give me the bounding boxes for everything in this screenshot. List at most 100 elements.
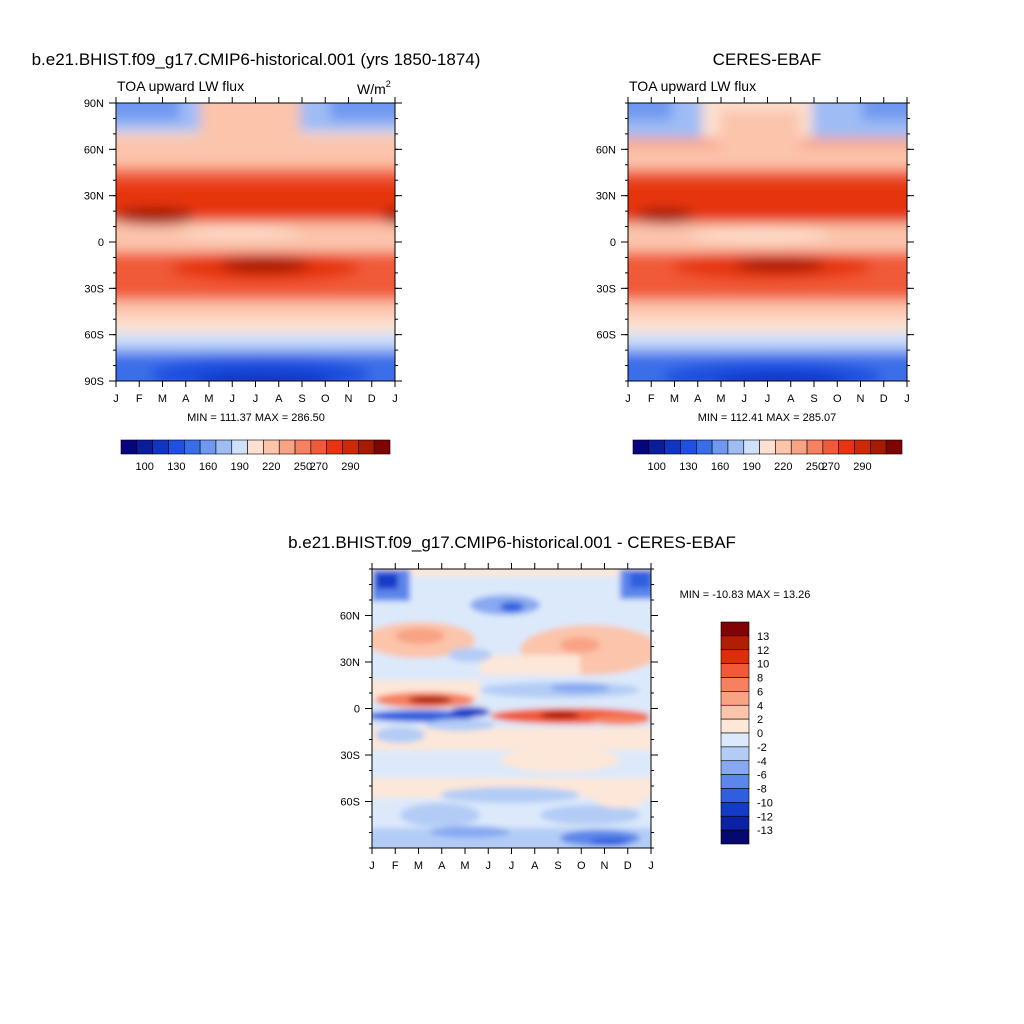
colorbar-swatch: [695, 439, 713, 455]
x-tick-label: D: [624, 860, 632, 872]
y-tick-label: 60S: [340, 797, 360, 809]
y-tick-label: 30S: [596, 283, 616, 295]
colorbar-label: 290: [341, 461, 359, 473]
x-tick-label: J: [765, 393, 771, 405]
colorbar-swatch: [168, 439, 185, 455]
colorbar-swatch: [120, 439, 138, 455]
x-tick-label: A: [787, 393, 795, 405]
colorbar-swatch: [720, 691, 750, 706]
panel-diff-y-axis: 60N 30N 0 30S 60S: [340, 568, 658, 849]
x-tick-label: F: [136, 393, 143, 405]
x-tick-label: N: [345, 393, 353, 405]
colorbar-swatch: [632, 439, 650, 455]
colorbar-swatch: [278, 439, 296, 455]
panel-model-subtitle: TOA upward LW flux: [117, 78, 244, 94]
colorbar-swatch: [152, 439, 169, 455]
colorbar-swatch: [885, 439, 903, 455]
panel-diff-field: [372, 569, 651, 848]
y-tick-label: 30N: [84, 191, 104, 203]
colorbar-label: 4: [757, 700, 763, 712]
x-tick-label: M: [158, 393, 167, 405]
panel-obs: CERES-EBAF TOA upward LW flux: [596, 50, 914, 473]
colorbar-swatch: [680, 439, 697, 455]
x-tick-label: J: [904, 393, 910, 405]
colorbar-label: 0: [757, 728, 763, 740]
colorbar-label: 270: [822, 461, 840, 473]
colorbar-swatch: [231, 439, 248, 455]
colorbar-label: -2: [757, 742, 767, 754]
units-label: W/m: [357, 81, 386, 97]
colorbar-swatch: [720, 635, 750, 651]
x-tick-label: A: [182, 393, 190, 405]
panel-diff-title: b.e21.BHIST.f09_g17.CMIP6-historical.001…: [288, 533, 736, 552]
x-tick-label: N: [601, 860, 609, 872]
colorbar-label: 250: [806, 461, 824, 473]
colorbar-label: 270: [310, 461, 328, 473]
colorbar-swatch: [720, 718, 750, 734]
panel-obs-field: [628, 103, 907, 381]
panel-model: b.e21.BHIST.f09_g17.CMIP6-historical.001…: [32, 50, 481, 473]
colorbar-label: 190: [230, 461, 248, 473]
panel-model-field: [116, 103, 395, 381]
colorbar-swatch: [870, 439, 887, 455]
colorbar-label: 100: [648, 461, 666, 473]
colorbar-swatch: [720, 802, 750, 817]
y-tick-label: 0: [610, 237, 616, 249]
x-tick-label: J: [253, 393, 259, 405]
colorbar-label: 10: [757, 659, 769, 671]
colorbar-swatch: [775, 439, 792, 455]
colorbar-swatch: [759, 439, 776, 455]
colorbar-swatch: [263, 439, 280, 455]
colorbar-label: 8: [757, 673, 763, 685]
colorbar-label: 190: [742, 461, 760, 473]
panel-model-stats: MIN = 111.37 MAX = 286.50: [187, 412, 325, 424]
panel-model-y-axis: 90N 60N 30N 0 30S 60S 90S: [84, 98, 402, 388]
x-tick-label: J: [113, 393, 119, 405]
colorbar-swatch: [247, 439, 264, 455]
x-tick-label: O: [577, 860, 586, 872]
x-tick-label: D: [880, 393, 888, 405]
y-tick-label: 30N: [340, 657, 360, 669]
x-tick-label: O: [321, 393, 330, 405]
panel-model-title: b.e21.BHIST.f09_g17.CMIP6-historical.001…: [32, 50, 481, 69]
x-tick-label: M: [670, 393, 679, 405]
x-tick-label: A: [531, 860, 539, 872]
y-tick-label: 90S: [84, 376, 104, 388]
y-tick-label: 0: [98, 237, 104, 249]
colorbar-label: -6: [757, 770, 767, 782]
x-tick-label: J: [742, 393, 748, 405]
panel-diff-stats: MIN = -10.83 MAX = 13.26: [680, 589, 811, 601]
colorbar-label: 13: [757, 631, 769, 643]
x-tick-label: D: [368, 393, 376, 405]
colorbar-label: 130: [679, 461, 697, 473]
colorbar-swatch: [720, 704, 750, 720]
panel-obs-subtitle: TOA upward LW flux: [629, 78, 756, 94]
colorbar-swatch: [720, 621, 750, 637]
colorbar-label: 100: [136, 461, 154, 473]
colorbar-label: 2: [757, 714, 763, 726]
y-tick-label: 60N: [84, 144, 104, 156]
colorbar-label: 12: [757, 645, 769, 657]
units-superscript: 2: [386, 79, 391, 89]
colorbar-swatch: [720, 663, 750, 678]
colorbar-swatch: [727, 439, 745, 455]
x-tick-label: A: [275, 393, 283, 405]
colorbar-swatch: [854, 439, 871, 455]
y-tick-label: 30N: [596, 191, 616, 203]
colorbar-swatch: [326, 439, 343, 455]
colorbar-swatch: [720, 760, 750, 775]
colorbar-label: 6: [757, 686, 763, 698]
colorbar-swatch: [743, 439, 760, 455]
colorbar-label: 160: [199, 461, 217, 473]
panel-obs-title: CERES-EBAF: [713, 50, 822, 69]
colorbar-swatch: [294, 439, 312, 455]
x-tick-label: F: [392, 860, 399, 872]
colorbar-swatch: [720, 815, 750, 831]
colorbar-swatch: [648, 439, 665, 455]
colorbar-label: -10: [757, 797, 773, 809]
x-tick-label: J: [486, 860, 492, 872]
x-tick-label: M: [460, 860, 469, 872]
